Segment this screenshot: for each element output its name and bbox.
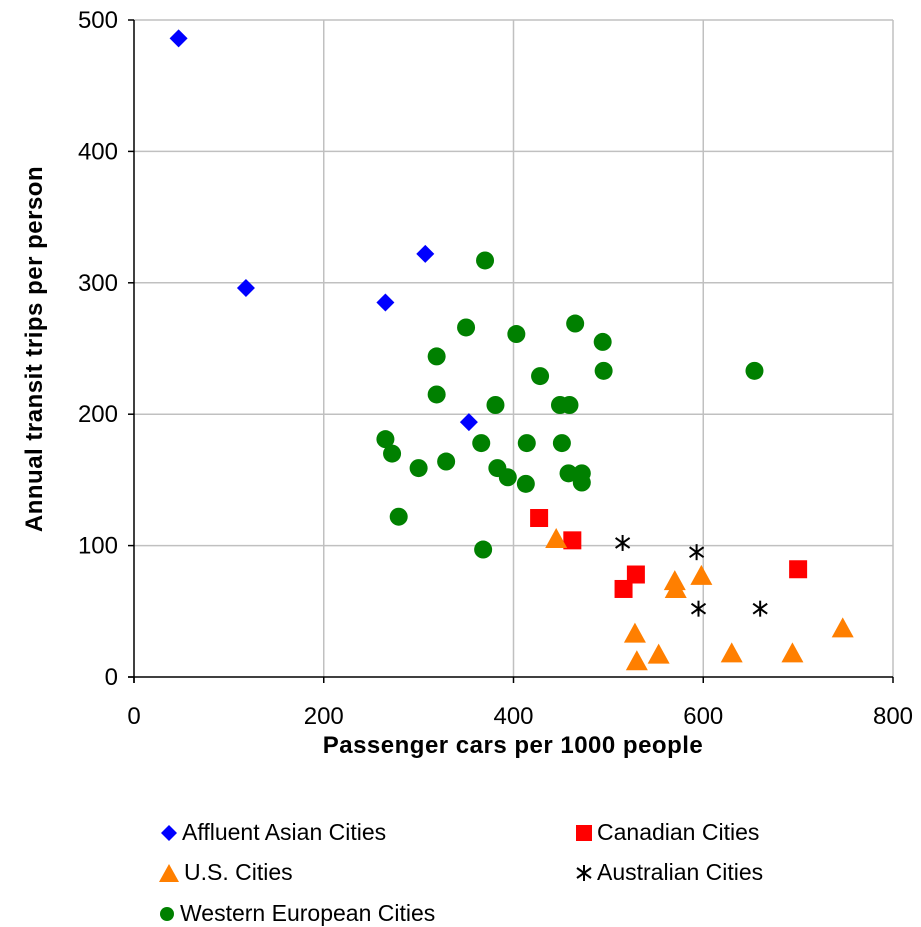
data-point — [594, 333, 612, 351]
y-tick-label: 500 — [78, 7, 118, 34]
data-point — [517, 475, 535, 493]
data-point — [507, 325, 525, 343]
data-point — [518, 434, 536, 452]
data-point — [472, 434, 490, 452]
data-point — [428, 347, 446, 365]
data-point — [745, 362, 763, 380]
data-point — [428, 385, 446, 403]
data-point — [566, 315, 584, 333]
x-tick-label: 200 — [304, 703, 344, 730]
data-point — [237, 279, 255, 297]
data-point — [690, 565, 712, 585]
data-point — [573, 474, 591, 492]
x-tick-label: 400 — [493, 703, 533, 730]
data-point — [595, 362, 613, 380]
data-point — [531, 367, 549, 385]
y-tick-label: 200 — [78, 401, 118, 428]
data-point — [530, 509, 548, 527]
data-point — [457, 318, 475, 336]
data-point — [383, 445, 401, 463]
grid-lines — [134, 20, 893, 677]
data-point — [753, 601, 767, 617]
data-point — [721, 642, 743, 662]
data-point — [624, 623, 646, 643]
data-points — [170, 29, 854, 670]
y-tick-label: 0 — [105, 664, 118, 691]
data-point — [390, 508, 408, 526]
data-point — [627, 566, 645, 584]
x-tick-label: 0 — [127, 703, 140, 730]
data-point — [170, 29, 188, 47]
data-point — [648, 644, 670, 664]
x-tick-label: 600 — [683, 703, 723, 730]
data-point — [476, 251, 494, 269]
data-point — [499, 468, 517, 486]
axes — [128, 20, 893, 683]
data-point — [616, 535, 630, 551]
data-point — [460, 413, 478, 431]
data-point — [626, 650, 648, 670]
data-point — [474, 541, 492, 559]
data-point — [376, 294, 394, 312]
x-axis-label: Passenger cars per 1000 people — [323, 732, 704, 759]
y-tick-label: 400 — [78, 138, 118, 165]
y-tick-label: 300 — [78, 270, 118, 297]
x-tick-label: 800 — [873, 703, 913, 730]
data-point — [437, 453, 455, 471]
data-point — [789, 560, 807, 578]
data-point — [690, 544, 704, 560]
data-point — [553, 434, 571, 452]
data-point — [560, 396, 578, 414]
y-tick-label: 100 — [78, 533, 118, 560]
series-4 — [376, 251, 763, 558]
data-point — [486, 396, 504, 414]
data-point — [781, 642, 803, 662]
data-point — [832, 617, 854, 637]
tick-labels: 0 200 400 600 800 0 100 200 300 400 500 — [78, 7, 913, 730]
data-point — [416, 245, 434, 263]
y-axis-label: Annual transit trips per person — [21, 166, 48, 532]
data-point — [410, 459, 428, 477]
